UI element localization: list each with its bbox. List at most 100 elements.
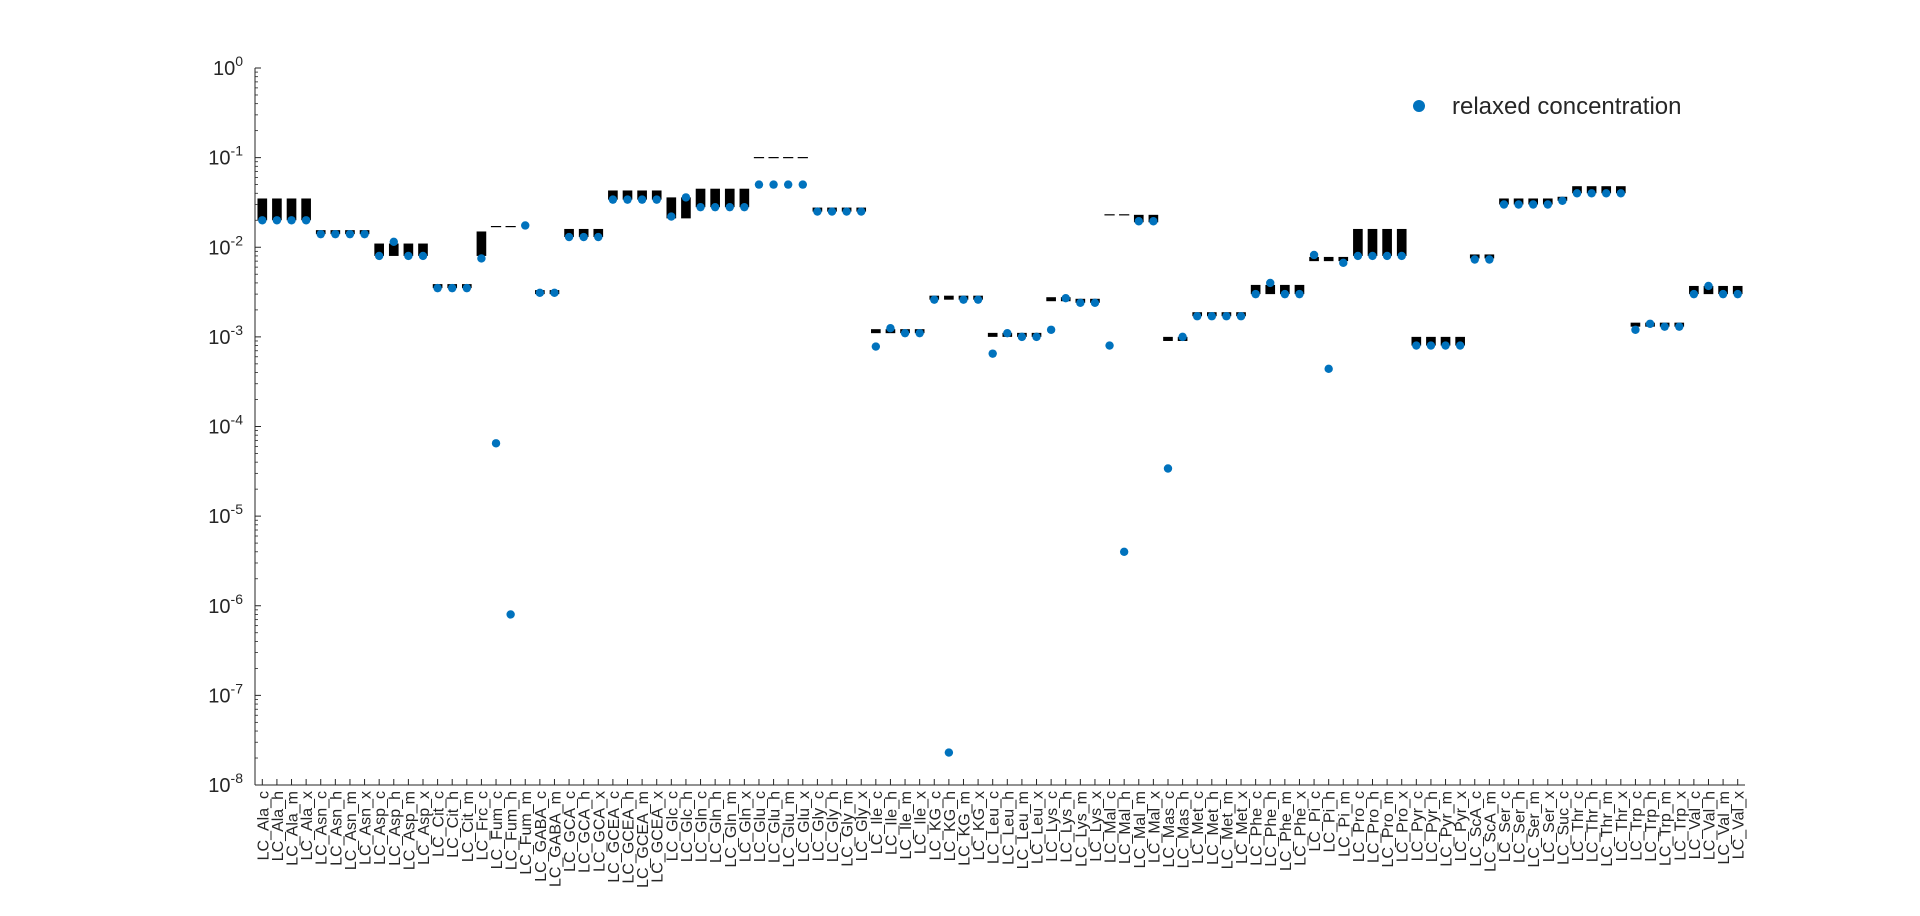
data-point (857, 207, 866, 216)
x-tick-label: LC_Thr_m (1599, 791, 1616, 867)
x-tick-label: LC_Thr_x (1614, 791, 1631, 861)
x-tick-label: LC_Pi_h (1322, 791, 1339, 852)
data-point (1499, 200, 1509, 209)
bound-bar (374, 243, 384, 256)
x-tick-label: LC_Ala_c (255, 791, 272, 860)
x-tick-label: LC_KG_m (956, 791, 973, 866)
y-tick-label: 10-7 (208, 680, 243, 707)
bound-bar (1353, 228, 1363, 256)
x-tick-label: LC_Asn_h (328, 791, 345, 866)
x-tick-label: LC_Cit_m (460, 791, 477, 862)
data-point (1543, 200, 1552, 209)
x-tick-label: LC_Ala_h (270, 791, 287, 861)
bound-bar (1265, 284, 1276, 295)
data-point (930, 295, 939, 304)
data-point (1455, 341, 1465, 350)
y-tick-label: 10-1 (208, 143, 243, 170)
data-point (1602, 189, 1611, 198)
data-point (813, 207, 822, 216)
x-tick-label: LC_Ile_c (869, 791, 886, 854)
x-tick-label: LC_KG_c (927, 791, 944, 860)
data-point (579, 232, 588, 242)
x-tick-label: LC_Asn_m (343, 791, 360, 870)
x-tick-label: LC_Asp_h (387, 791, 404, 866)
data-point (1236, 312, 1246, 321)
bound-bar (1411, 336, 1422, 346)
data-point (637, 195, 647, 204)
data-point (1485, 255, 1494, 264)
data-point (433, 283, 442, 293)
data-point (710, 202, 720, 212)
x-tick-label: LC_Pyr_m (1439, 791, 1456, 867)
bound-bar (418, 243, 428, 256)
bound-bar (1630, 322, 1641, 327)
data-point (1324, 364, 1333, 374)
x-tick-label: LC_Trp_c (1628, 791, 1645, 861)
data-point (594, 232, 603, 242)
x-tick-label: LC_Glc_h (679, 791, 696, 862)
data-point (652, 195, 661, 204)
x-tick-label: LC_Cit_c (431, 791, 448, 857)
data-point (1309, 250, 1319, 260)
bound-bar (681, 197, 691, 219)
data-point (360, 229, 369, 239)
x-tick-label: LC_Leu_h (1000, 791, 1017, 865)
bound-bar (724, 188, 735, 208)
bounds-layer (257, 157, 1743, 346)
data-point (1032, 332, 1041, 342)
x-tick-label: LC_Pro_m (1380, 791, 1397, 867)
x-tick-label: LC_Pi_m (1336, 791, 1353, 857)
bound-bar (403, 243, 414, 256)
data-point (1718, 289, 1728, 299)
y-tick-label: 10-3 (208, 322, 243, 349)
x-tick-label: LC_Met_h (1205, 791, 1222, 865)
data-point (1572, 189, 1582, 198)
bound-bar (1455, 336, 1465, 346)
x-tick-label: LC_Trp_m (1658, 791, 1675, 866)
x-tick-label: LC_Gln_c (694, 791, 711, 862)
data-point (345, 229, 355, 239)
data-point (827, 207, 837, 216)
x-tick-label: LC_Fum_h (504, 791, 521, 870)
data-point (258, 216, 267, 225)
x-tick-label: LC_Fum_c (489, 791, 506, 869)
data-point (623, 195, 632, 204)
x-tick-label: LC_Gly_h (825, 791, 842, 862)
bound-bar (1250, 284, 1261, 295)
data-point (331, 229, 340, 239)
x-tick-label: LC_Thr_h (1585, 791, 1602, 862)
data-point (1163, 464, 1173, 473)
x-tick-label: LC_Mal_m (1132, 791, 1149, 868)
data-point (272, 216, 282, 225)
data-point (681, 193, 691, 202)
bound-bar (710, 188, 720, 208)
data-point (900, 328, 910, 338)
x-tick-label: LC_Pro_h (1366, 791, 1383, 863)
x-tick-label: LC_Gln_x (737, 791, 754, 862)
bound-bar (622, 190, 633, 200)
data-point (959, 295, 968, 304)
data-point (462, 283, 472, 293)
bound-bar (476, 231, 487, 256)
x-tick-label: LC_Ser_x (1541, 791, 1558, 862)
data-point (1616, 189, 1626, 198)
data-point (973, 295, 983, 304)
bound-bar (1382, 228, 1392, 256)
x-tick-label: LC_Leu_x (1030, 791, 1047, 864)
x-tick-label: LC_Lys_m (1073, 791, 1090, 867)
bound-bar (1426, 336, 1436, 346)
x-tick-label: LC_Val_h (1701, 791, 1718, 860)
data-point (1426, 341, 1436, 350)
data-point (1295, 289, 1304, 299)
bound-bar (944, 295, 954, 300)
x-tick-label: LC_Glc_c (664, 791, 681, 861)
bound-bar (1046, 297, 1056, 302)
x-tick-label: LC_Met_m (1219, 791, 1236, 869)
x-tick-label: LC_GABA_c (533, 791, 550, 882)
data-point (389, 237, 398, 247)
x-tick-label: LC_Val_c (1687, 791, 1704, 859)
data-point (988, 349, 997, 358)
data-point (740, 202, 749, 212)
data-point (1017, 332, 1027, 342)
